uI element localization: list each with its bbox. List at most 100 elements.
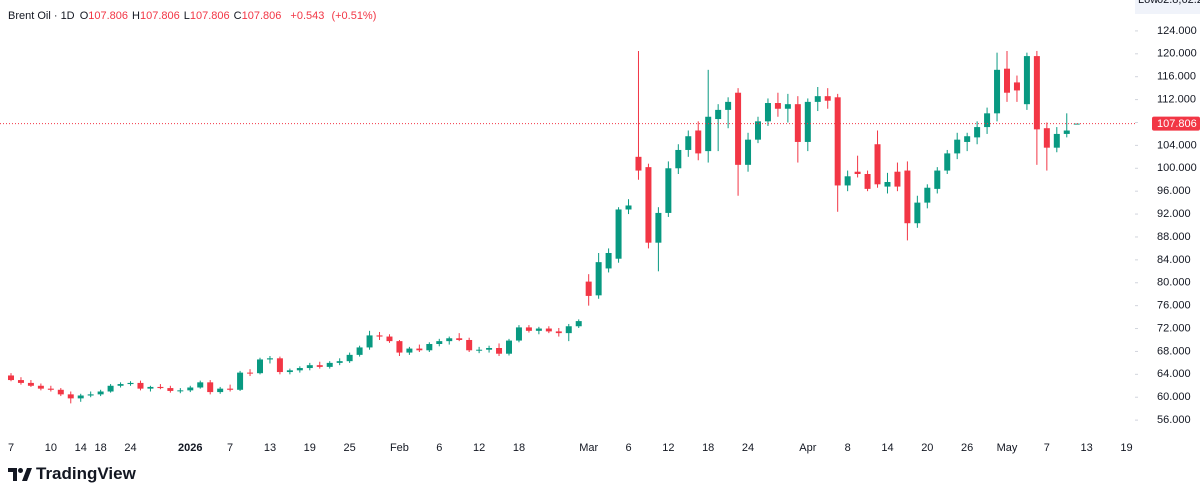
candle-body (1013, 82, 1020, 91)
candle-body (834, 97, 841, 186)
candle-body (306, 365, 313, 369)
candle-body (8, 375, 14, 381)
x-tick-label: 13 (1081, 442, 1093, 454)
x-tick-label: 25 (344, 442, 356, 454)
last-price-label: 107.806 (1157, 118, 1197, 130)
candle-body (735, 92, 742, 165)
candle-body (396, 341, 403, 353)
candle-body (545, 328, 552, 332)
candle-body (17, 380, 24, 383)
candle-body (705, 116, 712, 152)
candle-body (764, 103, 771, 122)
candle-body (456, 338, 463, 340)
candle-body (565, 326, 572, 334)
candle-body (874, 144, 881, 185)
candle-body (97, 391, 104, 395)
candle-body (535, 328, 542, 331)
candle-body (715, 109, 722, 120)
ohlc-label: O (79, 10, 89, 22)
candle-body (207, 382, 214, 393)
candle-body (655, 212, 662, 243)
candle-body (675, 149, 682, 169)
candle-body (755, 121, 761, 140)
candle-body (506, 340, 512, 354)
brand-name: TradingView (36, 464, 136, 483)
candle-body (934, 170, 941, 189)
x-tick-label: 24 (742, 442, 754, 454)
candle-body (257, 359, 263, 374)
candle-body (745, 139, 752, 165)
candle-body (695, 130, 702, 154)
candle-body (994, 69, 1001, 114)
candle-body (486, 348, 493, 350)
candle-body (167, 388, 174, 391)
candle-body (286, 370, 293, 373)
candle-body (1053, 133, 1060, 148)
ohlc-label: C (233, 10, 242, 22)
last-price-box (1152, 116, 1200, 131)
x-tick-label: Apr (799, 442, 816, 454)
x-tick-label: 18 (513, 442, 525, 454)
candle-body (984, 113, 991, 128)
x-tick-label: 7 (227, 442, 233, 454)
candle-body (247, 372, 254, 374)
candle-body (585, 281, 592, 296)
candle-body (187, 387, 194, 391)
candle-body (615, 209, 622, 259)
candle-body (127, 382, 134, 385)
ohlc-value: 107.806 (241, 10, 282, 22)
x-tick-label: 6 (436, 442, 442, 454)
candle-body (725, 101, 732, 110)
candle-body (426, 343, 433, 351)
candle-body (47, 388, 54, 390)
candle-body (964, 136, 971, 142)
candle-body (356, 347, 363, 355)
candle-body (595, 262, 602, 296)
candle-body (784, 104, 791, 109)
candle-body (217, 388, 224, 393)
x-tick-label: 8 (845, 442, 851, 454)
candle-body (1043, 128, 1050, 148)
candle-body (645, 167, 652, 243)
x-tick-label: 18 (702, 442, 714, 454)
candle-body (864, 174, 871, 189)
candle-body (814, 96, 821, 102)
x-tick-label: 20 (921, 442, 933, 454)
y-tick-label: 112.000 (1157, 93, 1196, 105)
legend-header: Brent Oil · 1D O107.806 H107.806 L107.806 C… (8, 10, 380, 22)
candle-body (625, 205, 632, 210)
candle-body (366, 335, 373, 348)
candle-body (1004, 68, 1010, 93)
candle-body (884, 182, 891, 187)
candle-body (416, 348, 423, 351)
candle-body (87, 394, 94, 396)
change-percent: (+0.51%) (331, 10, 377, 22)
candle-body (27, 382, 34, 386)
x-tick-label: Mar (579, 442, 598, 454)
candle-body (804, 101, 811, 142)
change: +0.543 (290, 10, 325, 22)
y-tick-label: 104.000 (1157, 139, 1197, 151)
candle-body (67, 394, 74, 399)
low-text: Low (1138, 0, 1158, 6)
ohlc-value: 107.806 (139, 10, 180, 22)
ohlc-label: H (132, 10, 140, 22)
y-tick-label: 96.000 (1157, 185, 1191, 197)
candle-body (685, 136, 692, 150)
candle-body (496, 348, 503, 354)
y-tick-label: 124.000 (1157, 25, 1197, 37)
candle-body (197, 382, 204, 388)
candle-body (904, 170, 911, 224)
x-tick-label: 7 (8, 442, 14, 454)
candle-body (107, 385, 114, 392)
candle-body (436, 341, 443, 344)
candle-body (954, 139, 961, 154)
y-tick-label: 60.000 (1157, 391, 1191, 403)
candle-body (157, 386, 164, 389)
candle-body (117, 384, 124, 386)
y-tick-label: 92.000 (1157, 208, 1191, 220)
candle-body (924, 187, 931, 203)
candle-body (376, 335, 383, 337)
y-tick-label: 100.000 (1157, 162, 1197, 174)
